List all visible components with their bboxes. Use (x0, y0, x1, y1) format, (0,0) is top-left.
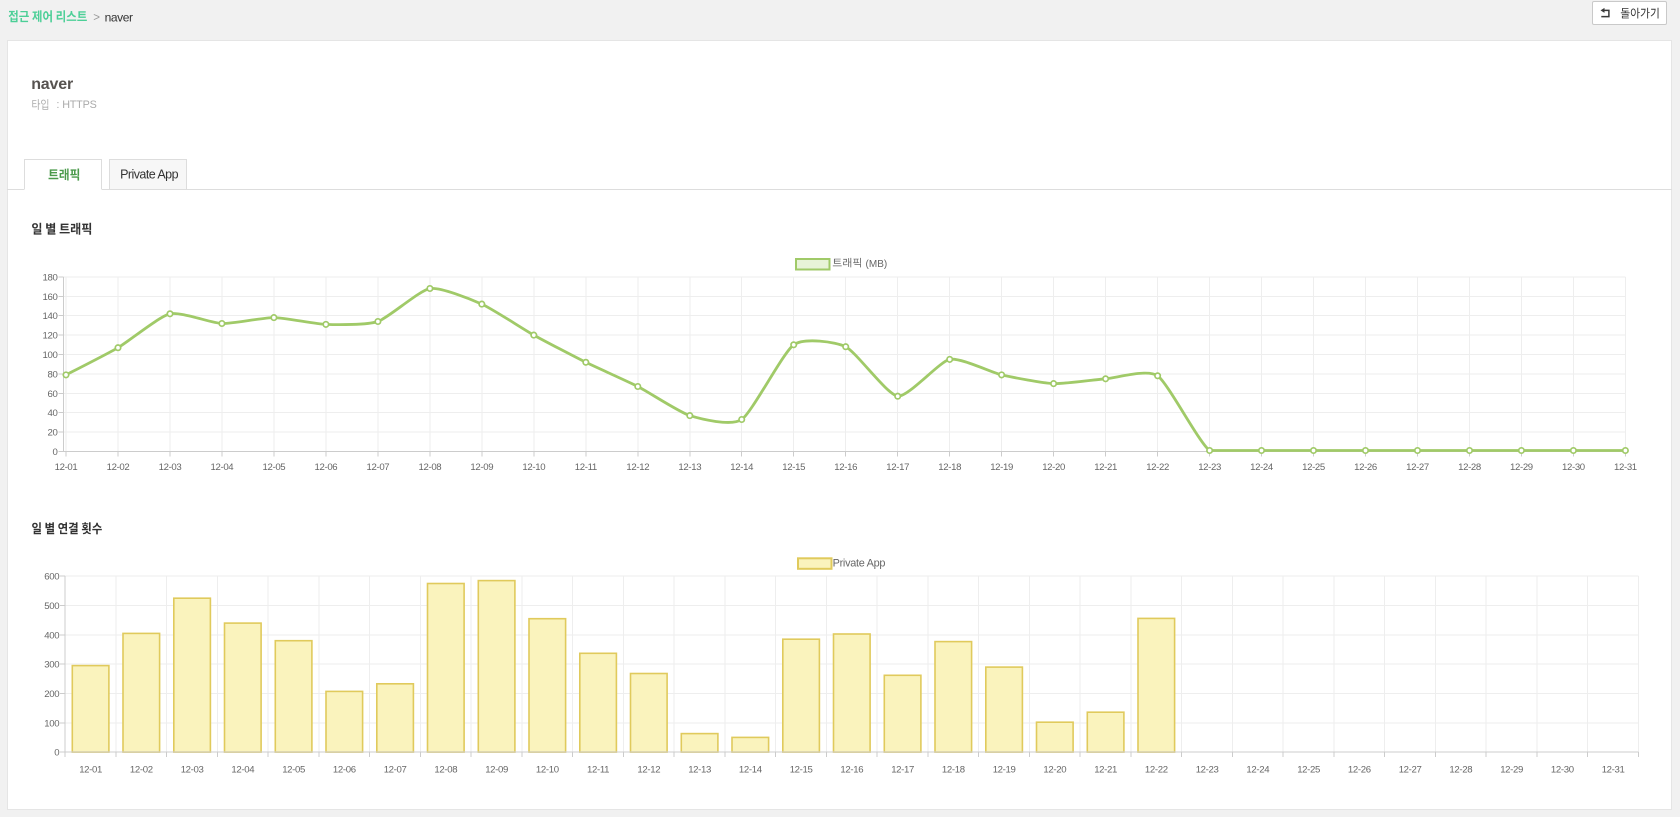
svg-text:12-30: 12-30 (1562, 462, 1585, 473)
svg-text:12-16: 12-16 (834, 462, 857, 473)
svg-text:12-12: 12-12 (637, 764, 660, 775)
svg-text:80: 80 (48, 369, 58, 380)
svg-text:12-18: 12-18 (942, 764, 965, 775)
svg-text:12-21: 12-21 (1094, 462, 1117, 473)
svg-text:12-02: 12-02 (107, 462, 130, 473)
svg-text:140: 140 (43, 311, 58, 322)
svg-text:12-02: 12-02 (130, 764, 153, 775)
svg-text:180: 180 (43, 272, 58, 283)
svg-text:0: 0 (53, 447, 58, 458)
svg-text:12-23: 12-23 (1196, 764, 1219, 775)
svg-text:12-05: 12-05 (282, 764, 305, 775)
svg-text:12-31: 12-31 (1614, 462, 1637, 473)
svg-text:12-03: 12-03 (181, 764, 204, 775)
svg-text:12-24: 12-24 (1246, 764, 1270, 775)
svg-text:12-20: 12-20 (1042, 462, 1065, 473)
svg-text:12-15: 12-15 (782, 462, 805, 473)
svg-text:500: 500 (44, 601, 59, 612)
svg-text:12-07: 12-07 (367, 462, 390, 473)
svg-text:12-26: 12-26 (1348, 764, 1371, 775)
svg-text:>: > (93, 12, 100, 24)
svg-text:Private App: Private App (120, 167, 178, 181)
svg-text:20: 20 (48, 428, 58, 439)
svg-text:12-08: 12-08 (419, 462, 442, 473)
svg-text:12-04: 12-04 (231, 764, 255, 775)
svg-text:12-26: 12-26 (1354, 462, 1377, 473)
svg-text:12-11: 12-11 (587, 764, 609, 775)
svg-text:60: 60 (48, 389, 58, 400)
svg-text:Private App: Private App (833, 558, 886, 570)
svg-text:12-14: 12-14 (730, 462, 754, 473)
svg-text:600: 600 (44, 572, 59, 583)
svg-text:12-06: 12-06 (315, 462, 338, 473)
svg-text:12-10: 12-10 (522, 462, 545, 473)
svg-text:12-29: 12-29 (1510, 462, 1533, 473)
svg-text:12-28: 12-28 (1458, 462, 1481, 473)
svg-text:12-20: 12-20 (1043, 764, 1066, 775)
svg-text:12-25: 12-25 (1302, 462, 1325, 473)
svg-text:12-03: 12-03 (159, 462, 182, 473)
svg-text:12-31: 12-31 (1602, 764, 1625, 775)
svg-text:100: 100 (43, 350, 58, 361)
svg-text:400: 400 (44, 630, 59, 641)
svg-text:naver: naver (31, 76, 73, 93)
svg-text:HTTPS: HTTPS (62, 99, 96, 111)
svg-text:12-27: 12-27 (1399, 764, 1422, 775)
svg-text:12-14: 12-14 (739, 764, 763, 775)
svg-text:12-30: 12-30 (1551, 764, 1574, 775)
svg-text:12-08: 12-08 (434, 764, 457, 775)
svg-text:12-13: 12-13 (688, 764, 711, 775)
svg-text:160: 160 (43, 292, 58, 303)
svg-text::: : (56, 99, 59, 111)
svg-text:(MB): (MB) (866, 259, 888, 270)
svg-text:12-15: 12-15 (790, 764, 813, 775)
svg-text:12-19: 12-19 (993, 764, 1016, 775)
svg-text:12-06: 12-06 (333, 764, 356, 775)
svg-text:12-07: 12-07 (384, 764, 407, 775)
svg-text:12-24: 12-24 (1250, 462, 1274, 473)
svg-text:40: 40 (48, 408, 58, 419)
svg-text:300: 300 (44, 660, 59, 671)
svg-text:0: 0 (54, 748, 59, 759)
svg-text:12-23: 12-23 (1198, 462, 1221, 473)
svg-text:12-12: 12-12 (626, 462, 649, 473)
svg-text:12-16: 12-16 (840, 764, 863, 775)
svg-text:12-17: 12-17 (886, 462, 909, 473)
svg-text:200: 200 (44, 689, 59, 700)
svg-text:12-09: 12-09 (470, 462, 493, 473)
svg-text:12-01: 12-01 (55, 462, 78, 473)
svg-text:12-28: 12-28 (1449, 764, 1472, 775)
svg-text:12-21: 12-21 (1094, 764, 1117, 775)
svg-text:12-27: 12-27 (1406, 462, 1429, 473)
svg-text:12-25: 12-25 (1297, 764, 1320, 775)
svg-text:12-10: 12-10 (536, 764, 559, 775)
svg-text:12-05: 12-05 (263, 462, 286, 473)
svg-text:12-13: 12-13 (678, 462, 701, 473)
svg-text:12-18: 12-18 (938, 462, 961, 473)
svg-text:120: 120 (43, 331, 58, 342)
svg-text:12-04: 12-04 (211, 462, 235, 473)
svg-text:naver: naver (105, 11, 133, 25)
svg-text:12-29: 12-29 (1500, 764, 1523, 775)
svg-text:12-09: 12-09 (485, 764, 508, 775)
svg-text:12-22: 12-22 (1145, 764, 1168, 775)
svg-text:100: 100 (44, 718, 59, 729)
svg-text:12-19: 12-19 (990, 462, 1013, 473)
svg-text:12-22: 12-22 (1146, 462, 1169, 473)
svg-text:12-01: 12-01 (79, 764, 102, 775)
svg-text:12-11: 12-11 (575, 462, 597, 473)
svg-text:12-17: 12-17 (891, 764, 914, 775)
